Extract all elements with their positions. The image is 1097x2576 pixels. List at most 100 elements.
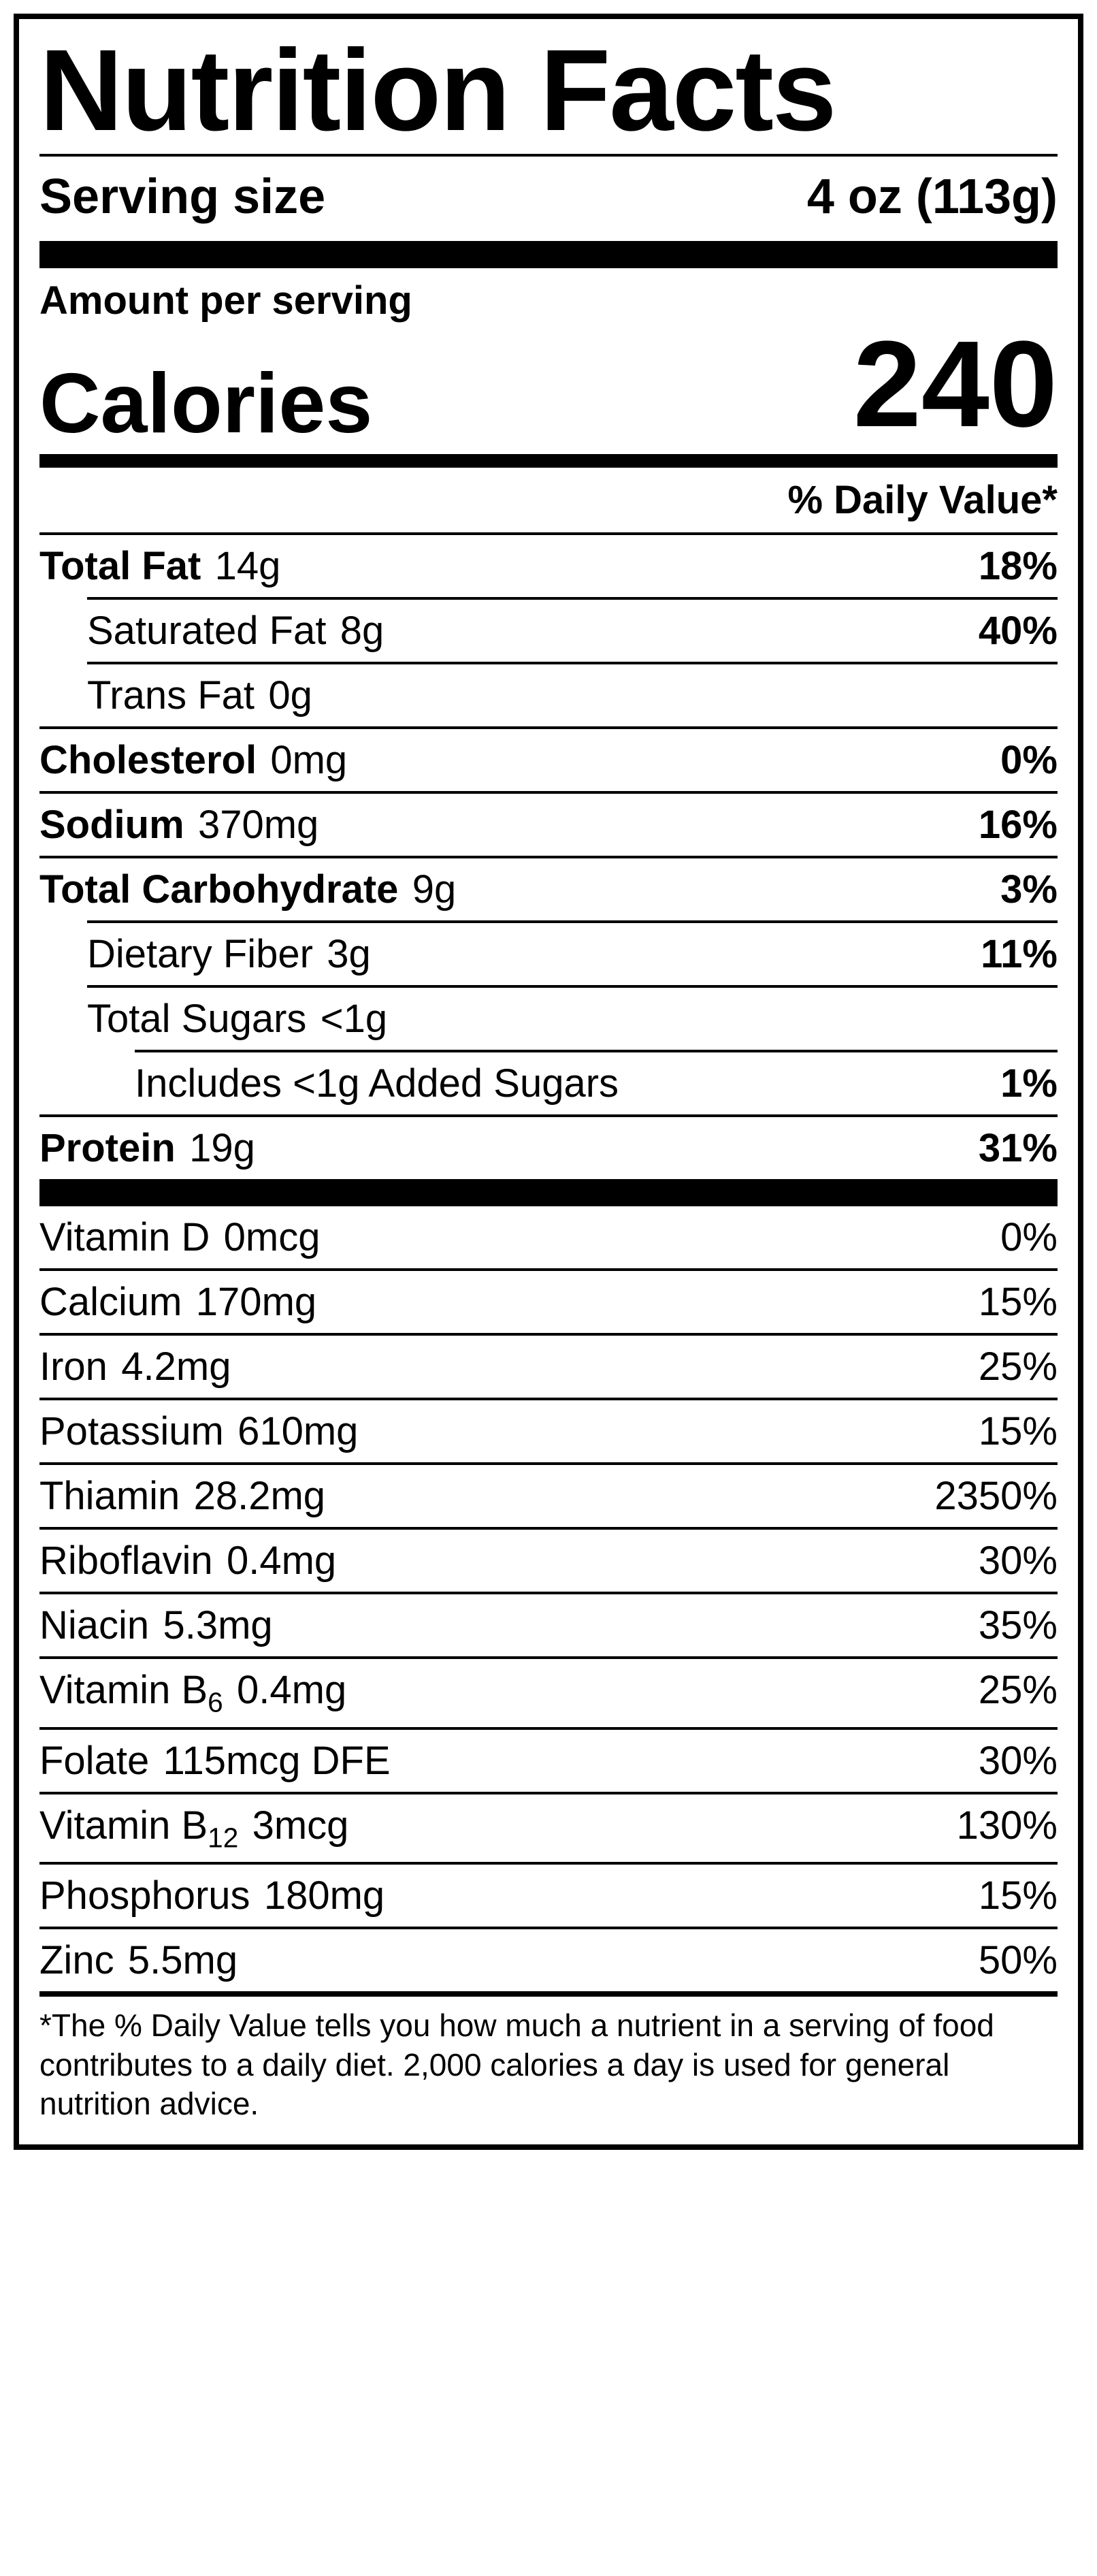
- daily-value-header: % Daily Value*: [39, 468, 1058, 532]
- nutrient-row: Sodium 370mg 16%: [39, 791, 1058, 856]
- nutrient-row: Potassium 610mg 15%: [39, 1398, 1058, 1462]
- nutrient-name: Phosphorus: [39, 1873, 250, 1918]
- nutrient-row: Thiamin28.2mg 2350%: [39, 1462, 1058, 1527]
- nutrient-row: Vitamin B12 3mcg 130%: [39, 1792, 1058, 1863]
- nutrient-amount: 0.4mg: [227, 1538, 336, 1583]
- nutrient-amount: 3mcg: [252, 1803, 349, 1848]
- nutrient-row: Folate115mcg DFE 30%: [39, 1727, 1058, 1792]
- nutrient-daily-value: 40%: [979, 608, 1058, 654]
- nutrient-row: Total Carbohydrate 9g 3%: [39, 856, 1058, 920]
- nutrient-daily-value: 2350%: [934, 1473, 1058, 1519]
- calories-row: Calories 240: [39, 323, 1058, 454]
- nutrient-daily-value: 31%: [979, 1125, 1058, 1171]
- serving-size-label: Serving size: [39, 169, 325, 225]
- nutrient-daily-value: 0%: [1000, 737, 1058, 783]
- nutrient-amount: 8g: [340, 608, 384, 654]
- nutrient-name: Niacin: [39, 1603, 149, 1648]
- nutrient-daily-value: 15%: [979, 1873, 1058, 1918]
- nutrient-left: Calcium 170mg: [39, 1279, 316, 1325]
- nutrient-daily-value: 15%: [979, 1408, 1058, 1454]
- nutrient-amount: 3g: [327, 931, 371, 977]
- nutrient-name: Iron: [39, 1344, 108, 1389]
- nutrient-left: Iron 4.2mg: [39, 1344, 231, 1389]
- label-title: Nutrition Facts: [39, 33, 1058, 157]
- nutrient-name: Total Fat: [39, 543, 201, 589]
- nutrient-amount: 0.4mg: [237, 1667, 346, 1713]
- rule-thick: [39, 241, 1058, 268]
- nutrient-daily-value: 1%: [1000, 1061, 1058, 1106]
- nutrient-name: Vitamin B6: [39, 1667, 223, 1719]
- nutrient-daily-value: 130%: [957, 1803, 1058, 1848]
- nutrient-daily-value: 35%: [979, 1603, 1058, 1648]
- nutrient-row: Dietary Fiber3g11%: [87, 920, 1058, 985]
- nutrient-left: Niacin 5.3mg: [39, 1603, 273, 1648]
- nutrient-amount: 28.2mg: [194, 1473, 325, 1519]
- calories-value: 240: [853, 323, 1058, 446]
- nutrient-name: Potassium: [39, 1408, 224, 1454]
- nutrient-daily-value: 30%: [979, 1738, 1058, 1784]
- nutrient-name: Total Carbohydrate: [39, 867, 398, 912]
- nutrient-row: Zinc 5.5mg 50%: [39, 1927, 1058, 1991]
- nutrient-left: Riboflavin0.4mg: [39, 1538, 336, 1583]
- nutrient-daily-value: 0%: [1000, 1214, 1058, 1260]
- nutrient-left: Vitamin D0mcg: [39, 1214, 320, 1260]
- nutrient-row: Vitamin B60.4mg25%: [39, 1656, 1058, 1727]
- amount-per-serving-label: Amount per serving: [39, 268, 1058, 323]
- nutrient-daily-value: 50%: [979, 1937, 1058, 1983]
- nutrient-left: Total Carbohydrate 9g: [39, 867, 456, 912]
- nutrient-left: Zinc 5.5mg: [39, 1937, 238, 1983]
- nutrient-amount: 115mcg DFE: [163, 1738, 391, 1784]
- nutrient-left: Thiamin28.2mg: [39, 1473, 325, 1519]
- nutrient-daily-value: 3%: [1000, 867, 1058, 912]
- nutrient-row: Saturated Fat 8g 40%: [87, 597, 1058, 662]
- nutrient-amount: 180mg: [264, 1873, 384, 1918]
- nutrient-amount: 610mg: [238, 1408, 358, 1454]
- nutrient-left: Potassium 610mg: [39, 1408, 358, 1454]
- nutrient-daily-value: 16%: [979, 802, 1058, 848]
- nutrient-name: Protein: [39, 1125, 176, 1171]
- nutrient-row: Protein 19g 31%: [39, 1114, 1058, 1179]
- nutrition-facts-label: Nutrition Facts Serving size 4 oz (113g)…: [14, 14, 1083, 2150]
- nutrient-daily-value: 18%: [979, 543, 1058, 589]
- nutrient-amount: 19g: [189, 1125, 255, 1171]
- micronutrients-section: Vitamin D0mcg 0% Calcium 170mg 15% Iron 4.2mg 2…: [39, 1206, 1058, 1991]
- nutrient-amount: 14g: [215, 543, 281, 589]
- nutrient-amount: 370mg: [198, 802, 318, 848]
- nutrient-name: Vitamin B12: [39, 1803, 238, 1854]
- nutrient-amount: 170mg: [196, 1279, 316, 1325]
- rule-medium: [39, 454, 1058, 468]
- nutrient-name: Saturated Fat: [87, 608, 326, 654]
- nutrient-name: Sodium: [39, 802, 184, 848]
- macronutrients-section: Total Fat 14g 18% Saturated Fat 8g 40% Trans F…: [39, 532, 1058, 1179]
- nutrient-row: Calcium170mg15%: [39, 1268, 1058, 1333]
- nutrient-name: Trans Fat: [87, 673, 255, 718]
- rule-thick: [39, 1179, 1058, 1206]
- nutrient-row: Vitamin D0mcg 0%: [39, 1206, 1058, 1268]
- calories-label: Calories: [39, 361, 372, 446]
- nutrient-amount: 9g: [412, 867, 457, 912]
- nutrient-left: Sodium 370mg: [39, 802, 318, 848]
- nutrient-amount: 5.5mg: [128, 1937, 238, 1983]
- nutrient-row: Phosphorus 180mg 15%: [39, 1862, 1058, 1927]
- nutrient-row: Total Sugars<1g: [87, 985, 1058, 1050]
- nutrient-amount: 5.3mg: [163, 1603, 272, 1648]
- nutrient-name: Dietary Fiber: [87, 931, 313, 977]
- nutrient-row: Niacin 5.3mg 35%: [39, 1592, 1058, 1656]
- nutrient-name: Zinc: [39, 1937, 114, 1983]
- nutrient-left: Dietary Fiber 3g: [87, 931, 371, 977]
- nutrient-amount: 4.2mg: [121, 1344, 231, 1389]
- nutrient-left: Cholesterol 0mg: [39, 737, 347, 783]
- nutrient-left: Phosphorus 180mg: [39, 1873, 384, 1918]
- nutrient-row: Trans Fat0g: [87, 662, 1058, 726]
- nutrient-daily-value: 30%: [979, 1538, 1058, 1583]
- nutrient-row: Riboflavin0.4mg 30%: [39, 1527, 1058, 1592]
- nutrient-name: Includes <1g Added Sugars: [135, 1061, 619, 1106]
- nutrient-left: Folate115mcg DFE: [39, 1738, 391, 1784]
- serving-size-row: Serving size 4 oz (113g): [39, 157, 1058, 241]
- nutrient-amount: 0mg: [270, 737, 347, 783]
- nutrient-left: Protein 19g: [39, 1125, 255, 1171]
- nutrient-name: Calcium: [39, 1279, 182, 1325]
- nutrient-left: Includes <1g Added Sugars: [135, 1061, 619, 1106]
- nutrient-amount: 0mcg: [224, 1214, 321, 1260]
- nutrient-name: Cholesterol: [39, 737, 257, 783]
